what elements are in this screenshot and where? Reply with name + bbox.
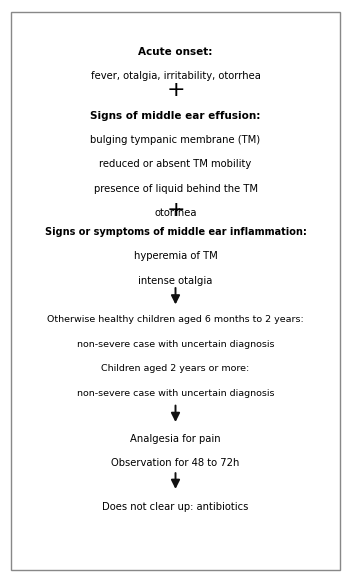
Text: bulging tympanic membrane (TM): bulging tympanic membrane (TM) (91, 135, 260, 145)
Text: Otherwise healthy children aged 6 months to 2 years:: Otherwise healthy children aged 6 months… (47, 315, 304, 324)
Text: +: + (166, 200, 185, 219)
Text: Analgesia for pain: Analgesia for pain (130, 434, 221, 443)
Text: +: + (166, 80, 185, 100)
Text: presence of liquid behind the TM: presence of liquid behind the TM (93, 184, 258, 194)
Text: reduced or absent TM mobility: reduced or absent TM mobility (99, 159, 252, 169)
Text: Signs or symptoms of middle ear inflammation:: Signs or symptoms of middle ear inflamma… (45, 227, 306, 237)
Text: Acute onset:: Acute onset: (138, 47, 213, 56)
Text: intense otalgia: intense otalgia (138, 276, 213, 286)
Text: fever, otalgia, irritability, otorrhea: fever, otalgia, irritability, otorrhea (91, 71, 260, 81)
Text: Signs of middle ear effusion:: Signs of middle ear effusion: (90, 111, 261, 120)
FancyBboxPatch shape (11, 12, 340, 570)
Text: hyperemia of TM: hyperemia of TM (134, 251, 217, 261)
Text: non-severe case with uncertain diagnosis: non-severe case with uncertain diagnosis (77, 340, 274, 349)
Text: non-severe case with uncertain diagnosis: non-severe case with uncertain diagnosis (77, 389, 274, 398)
Text: Does not clear up: antibiotics: Does not clear up: antibiotics (102, 502, 249, 512)
Text: otorrhea: otorrhea (154, 208, 197, 218)
Text: Children aged 2 years or more:: Children aged 2 years or more: (101, 364, 250, 373)
Text: Observation for 48 to 72h: Observation for 48 to 72h (111, 458, 240, 468)
